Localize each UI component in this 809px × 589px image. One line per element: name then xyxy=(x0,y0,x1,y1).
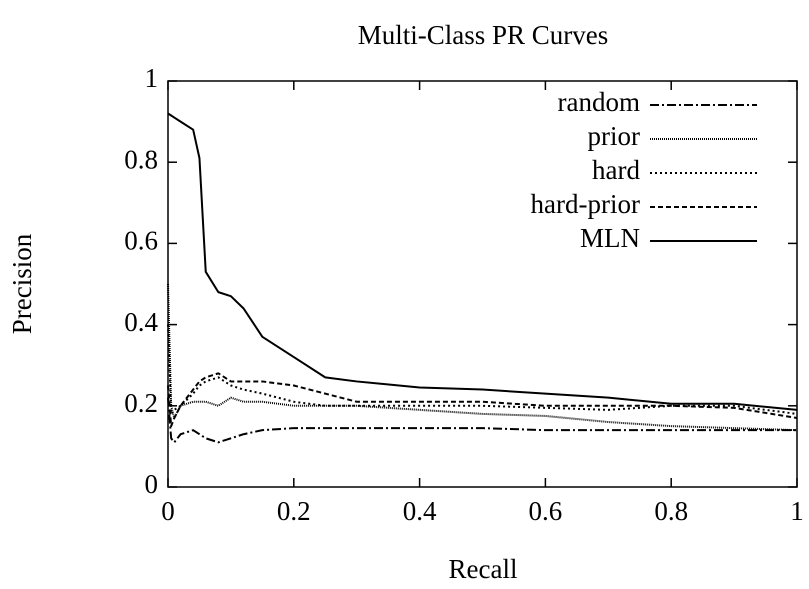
x-tick-label: 0.8 xyxy=(654,496,688,526)
y-axis-label: Precision xyxy=(7,233,37,334)
legend-label: prior xyxy=(588,121,640,151)
y-tick-label: 0.4 xyxy=(124,307,158,337)
chart-title: Multi-Class PR Curves xyxy=(358,20,609,50)
x-axis-label: Recall xyxy=(449,554,518,584)
legend-label: random xyxy=(558,87,640,117)
y-tick-label: 0.8 xyxy=(124,144,158,174)
plot-frame xyxy=(167,80,798,488)
series-line xyxy=(167,397,797,444)
y-tick-label: 0 xyxy=(145,469,159,499)
series-line xyxy=(167,283,798,432)
x-tick-label: 1 xyxy=(790,496,804,526)
series-line xyxy=(167,324,798,415)
series-line xyxy=(167,112,798,411)
series-line xyxy=(167,372,798,428)
legend-label: MLN xyxy=(580,223,640,253)
y-tick-label: 1 xyxy=(145,63,159,93)
x-tick-label: 0.6 xyxy=(529,496,563,526)
x-tick-label: 0.2 xyxy=(277,496,311,526)
y-tick-label: 0.6 xyxy=(124,226,158,256)
legend-label: hard xyxy=(592,155,640,185)
x-tick-label: 0 xyxy=(161,496,175,526)
y-tick-label: 0.2 xyxy=(124,388,158,418)
x-tick-label: 0.4 xyxy=(403,496,437,526)
legend-label: hard-prior xyxy=(531,189,640,219)
